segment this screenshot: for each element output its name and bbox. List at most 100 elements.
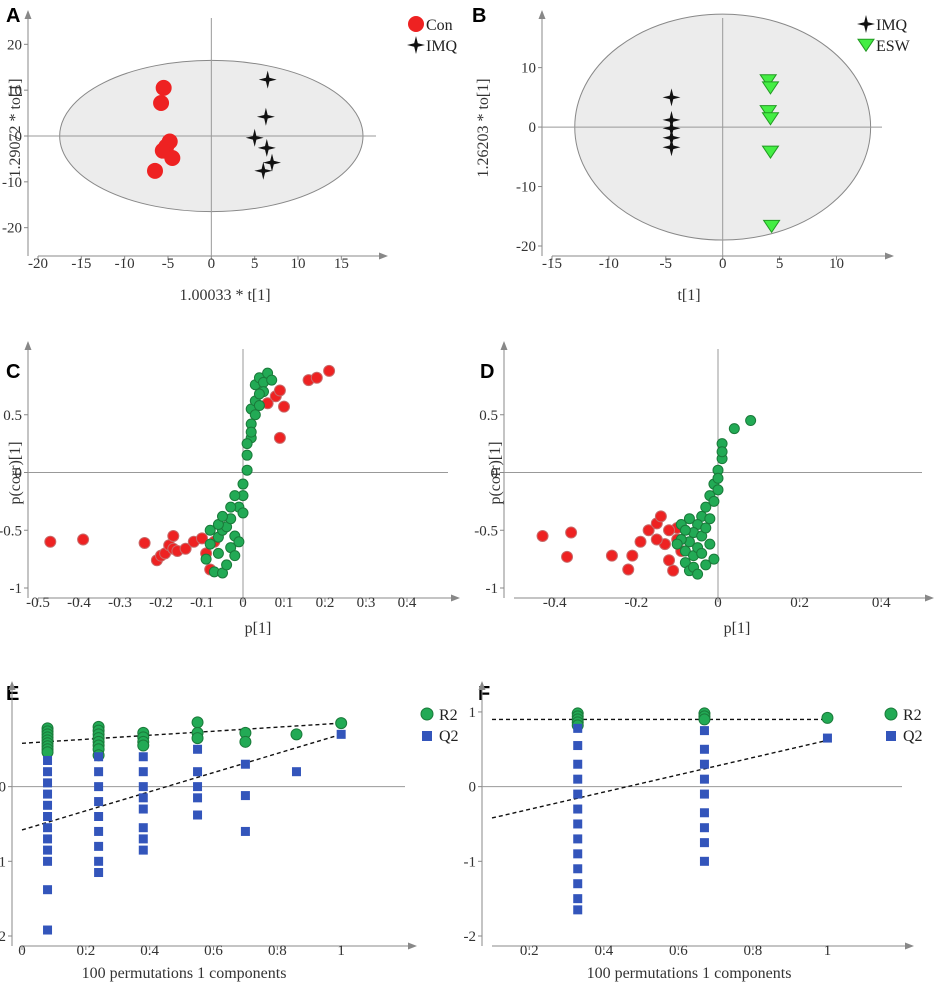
panel-d-others-point	[671, 538, 683, 550]
panel-d-ytick-label: 0	[491, 466, 499, 482]
panel-d-others-point	[712, 484, 724, 496]
panel-c-xtick-label: 0.3	[357, 595, 376, 611]
panel-f-q2-point	[573, 834, 583, 844]
panel-c-xtick-label: -0.1	[190, 595, 214, 611]
panel-a-ytick-label: -20	[2, 221, 22, 237]
panel-b-y-title: 1.26203 * to[1]	[475, 78, 492, 177]
legend-e: R2 Q2	[420, 707, 459, 745]
legend-a-imq-marker	[407, 36, 425, 54]
panel-d-significant-point	[634, 535, 647, 548]
panel-e-q2-point	[138, 823, 148, 833]
panel-c-significant-point	[167, 530, 180, 543]
panel-a-con-point	[164, 150, 181, 166]
panel-e-xtick-label: 0.8	[268, 943, 287, 959]
legend-e-q2-marker	[422, 731, 432, 741]
panel-c-ytick-label: -1	[10, 581, 23, 597]
panel-d-x-arrow	[925, 594, 934, 602]
panel-c-ytick-label: -0.5	[0, 523, 22, 539]
panel-f-q2-point	[573, 819, 583, 829]
panel-a-ytick-label: 0	[15, 129, 23, 145]
panel-e-q2-point	[43, 925, 53, 935]
panel-c-others-point	[200, 553, 212, 565]
panel-a: -20 -15 -10 -5 0 5 10 15 -20 -10 0 10 20	[2, 10, 388, 272]
panel-b-x-title: t[1]	[677, 287, 700, 304]
panel-f-xtick-label: 0.8	[744, 943, 763, 959]
panel-f-trend-line	[491, 739, 828, 819]
panel-e-q2-point	[94, 767, 104, 777]
panel-c-others-point	[229, 550, 241, 562]
panel-c-significant-point	[310, 371, 323, 384]
panel-f-q2-point	[573, 849, 583, 859]
panel-d-significant-point	[650, 533, 663, 546]
panel-f-q2-point	[573, 774, 583, 784]
panel-e-q2-point	[291, 767, 301, 777]
panel-a-xtick-label: -10	[115, 256, 135, 272]
panel-a-xtick-label: 10	[291, 256, 306, 272]
panel-b-y-arrow	[538, 10, 546, 19]
panel-d-others-point	[745, 415, 757, 427]
panel-f-q2-point	[699, 808, 709, 818]
panel-e-r2-point	[137, 739, 150, 752]
panel-c-xtick-label: 0	[239, 595, 247, 611]
panel-f-r2-point	[698, 713, 711, 726]
panel-c-others-point	[212, 547, 224, 559]
panel-a-xtick-label: 15	[334, 256, 349, 272]
panel-b-imq-point	[662, 138, 681, 157]
panel-c-significant-point	[196, 532, 208, 545]
legend-a-con-marker	[408, 16, 424, 32]
panel-d-y-arrow	[500, 341, 508, 350]
panel-e-q2-point	[94, 797, 104, 807]
panel-a-imq-point	[256, 107, 275, 126]
panel-c-ytick-label: 0	[15, 466, 23, 482]
panel-c-others-point	[241, 449, 253, 461]
panel-d-others-point	[692, 568, 704, 580]
panel-c-others-point	[253, 388, 265, 400]
panel-e-q2-point	[94, 782, 104, 792]
panel-e-q2-point	[193, 767, 203, 777]
panel-c-others-point	[217, 510, 228, 522]
panel-c-others-point	[204, 538, 216, 550]
panel-e-q2-point	[43, 823, 53, 833]
panel-c-x-title: p[1]	[245, 620, 272, 637]
panel-c-others-point	[225, 501, 237, 513]
panel-e-q2-point	[193, 782, 203, 792]
panel-c-others-point	[237, 507, 249, 519]
panel-b-xtick-label: -5	[660, 256, 673, 272]
panel-a-con-point	[147, 162, 163, 179]
panel-b-xtick-label: 0	[719, 256, 727, 272]
panel-f-y-arrow	[478, 681, 486, 690]
panel-f-q2-point	[573, 804, 583, 814]
panel-e-q2-point	[43, 789, 53, 799]
panel-e-q2-point	[94, 826, 104, 836]
panel-c-others-point	[249, 409, 261, 421]
panel-b-esw-point	[761, 145, 780, 159]
legend-f-r2-label: R2	[903, 707, 922, 724]
panel-d-others-point	[683, 513, 695, 525]
panel-e-xtick-label: 0.2	[76, 943, 95, 959]
panel-b-esw-point	[762, 219, 781, 234]
panel-d-significant-point	[561, 550, 574, 563]
panel-d-y-title: p(corr)[1]	[487, 441, 504, 504]
panel-e-q2-point	[94, 868, 104, 878]
panel-b-imq-point	[662, 119, 681, 138]
panel-f-q2-point	[573, 723, 583, 733]
panel-d-others-point	[716, 446, 728, 458]
panel-c-y-arrow	[24, 341, 32, 350]
panel-a-imq-point	[245, 128, 264, 147]
panel-a-imq-point	[258, 70, 277, 89]
panel-f-q2-point	[573, 741, 583, 751]
panel-d-xtick-label: 0.2	[790, 595, 809, 611]
panel-a-xtick-label: -20	[28, 256, 48, 272]
panel-f-xtick-label: 0.4	[594, 943, 613, 959]
panel-d-x-title: p[1]	[724, 620, 751, 637]
panel-b-xtick-label: -15	[542, 256, 562, 272]
panel-c-others-point	[229, 490, 241, 502]
panel-e-q2-point	[43, 845, 53, 855]
panel-c-xtick-label: -0.3	[108, 595, 132, 611]
panel-e-x-title: 100 permutations 1 components	[82, 965, 287, 982]
panel-label-f: F	[478, 683, 490, 705]
panel-b-ytick-label: -10	[516, 180, 536, 196]
panel-d-xtick-label: -0.2	[625, 595, 649, 611]
panel-e-q2-point	[138, 845, 148, 855]
panel-d-significant-point	[667, 564, 680, 577]
